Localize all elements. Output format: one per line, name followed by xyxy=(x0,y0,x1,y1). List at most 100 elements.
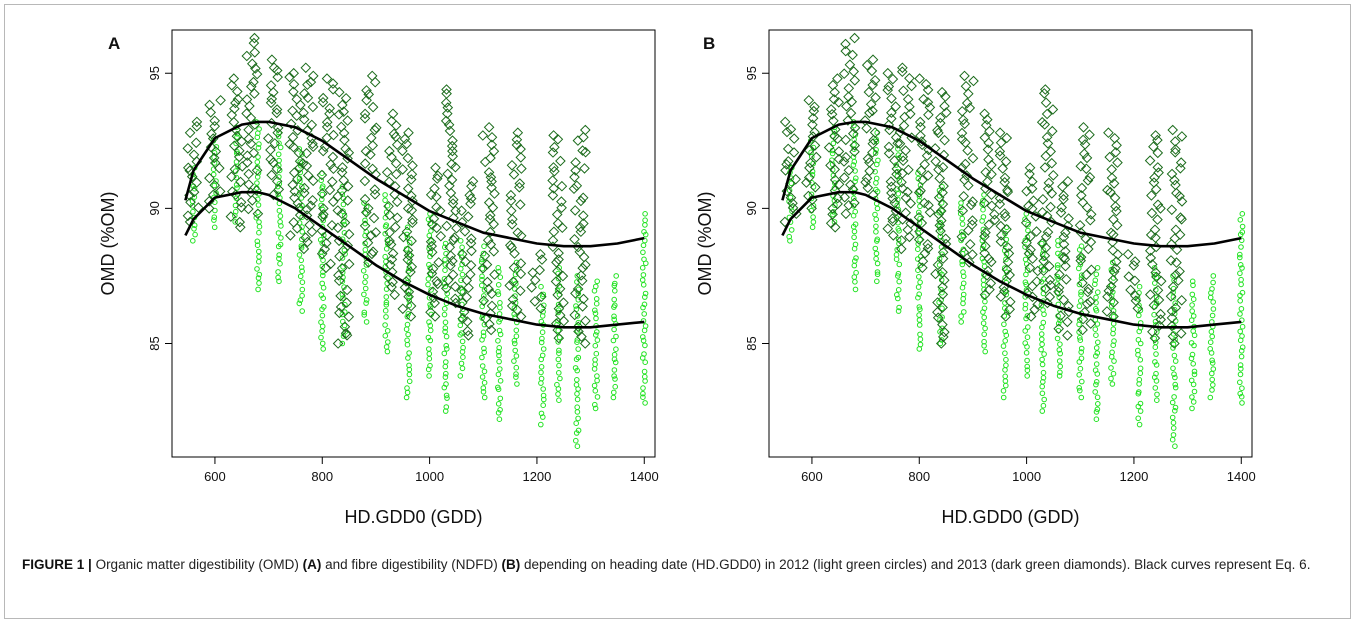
point-2013 xyxy=(1040,150,1052,162)
point-2012 xyxy=(1093,409,1100,415)
point-2012 xyxy=(383,294,390,300)
point-2013 xyxy=(426,246,438,258)
point-2013 xyxy=(829,174,841,186)
x-tick-label: 1400 xyxy=(630,469,659,484)
point-2013 xyxy=(548,183,560,194)
point-2012 xyxy=(1191,368,1198,375)
point-2013 xyxy=(959,158,971,170)
point-2012 xyxy=(1172,381,1178,388)
point-2012 xyxy=(556,362,562,369)
point-2013 xyxy=(1053,323,1065,335)
point-2013 xyxy=(489,269,500,280)
point-2013 xyxy=(386,115,398,127)
point-2013 xyxy=(1082,243,1094,255)
point-2013 xyxy=(447,194,459,206)
point-2013 xyxy=(1153,294,1165,306)
point-2013 xyxy=(580,259,591,271)
point-2013 xyxy=(515,268,527,280)
point-2012 xyxy=(234,185,240,191)
point-2012 xyxy=(642,290,649,297)
point-2013 xyxy=(862,153,874,165)
point-2013 xyxy=(915,121,926,133)
point-2012 xyxy=(256,126,262,132)
point-2013 xyxy=(959,174,970,186)
point-2012 xyxy=(190,208,196,215)
point-2012 xyxy=(1237,298,1243,304)
point-2012 xyxy=(1151,265,1158,271)
point-2013 xyxy=(886,181,897,193)
point-2012 xyxy=(276,255,282,262)
point-2012 xyxy=(363,204,370,210)
point-2012 xyxy=(573,303,579,309)
point-2013 xyxy=(319,243,331,255)
point-2013 xyxy=(336,208,348,220)
point-2013 xyxy=(431,191,442,203)
point-2012 xyxy=(610,337,617,344)
point-2012 xyxy=(980,206,986,213)
point-2012 xyxy=(382,333,389,339)
point-2012 xyxy=(495,265,502,271)
point-2012 xyxy=(915,170,921,176)
point-2012 xyxy=(341,284,347,290)
point-2013 xyxy=(1001,264,1013,276)
point-2013 xyxy=(1002,186,1014,198)
point-2012 xyxy=(1054,262,1061,268)
point-2013 xyxy=(448,212,459,224)
point-2013 xyxy=(568,183,580,195)
point-2013 xyxy=(229,163,241,175)
point-2012 xyxy=(442,305,448,312)
point-2012 xyxy=(959,261,966,268)
point-2012 xyxy=(1237,379,1243,386)
point-2013 xyxy=(578,131,589,143)
point-2012 xyxy=(443,333,450,340)
point-2013 xyxy=(327,151,339,163)
point-2012 xyxy=(277,260,283,267)
point-2012 xyxy=(1076,321,1082,328)
point-2012 xyxy=(256,280,262,286)
point-2012 xyxy=(1171,394,1177,400)
point-2012 xyxy=(788,227,795,233)
point-2013 xyxy=(335,121,347,133)
point-2013 xyxy=(572,135,584,146)
point-2013 xyxy=(869,127,881,138)
point-2013 xyxy=(244,100,255,112)
point-2013 xyxy=(316,169,328,181)
point-2012 xyxy=(319,280,326,287)
point-2012 xyxy=(361,309,368,316)
point-2012 xyxy=(1189,394,1195,400)
point-2013 xyxy=(1129,275,1141,287)
point-2013 xyxy=(226,171,237,183)
point-2012 xyxy=(256,223,263,230)
point-2013 xyxy=(461,316,473,327)
point-2013 xyxy=(243,124,254,136)
point-2013 xyxy=(431,201,442,213)
point-2013 xyxy=(569,233,580,245)
point-2012 xyxy=(1003,382,1009,389)
point-2012 xyxy=(1108,375,1114,382)
point-2013 xyxy=(1062,316,1073,328)
point-2012 xyxy=(495,384,501,391)
point-2013 xyxy=(449,281,461,292)
point-2013 xyxy=(849,32,860,44)
point-2012 xyxy=(404,341,411,348)
point-2013 xyxy=(552,218,564,229)
point-2012 xyxy=(1172,404,1179,411)
point-2013 xyxy=(328,129,339,141)
point-2013 xyxy=(937,161,949,173)
point-2013 xyxy=(506,159,518,171)
point-2013 xyxy=(788,133,800,144)
point-2012 xyxy=(1169,436,1176,443)
point-2013 xyxy=(933,192,945,203)
point-2013 xyxy=(1176,131,1188,142)
point-2012 xyxy=(1040,307,1046,313)
point-2012 xyxy=(382,192,388,198)
point-2012 xyxy=(1188,355,1195,362)
point-2013 xyxy=(838,172,850,183)
point-2013 xyxy=(405,174,417,185)
point-2013 xyxy=(967,152,979,164)
point-2012 xyxy=(555,391,561,397)
point-2012 xyxy=(788,180,795,187)
point-2012 xyxy=(256,253,262,260)
point-2012 xyxy=(611,313,617,320)
